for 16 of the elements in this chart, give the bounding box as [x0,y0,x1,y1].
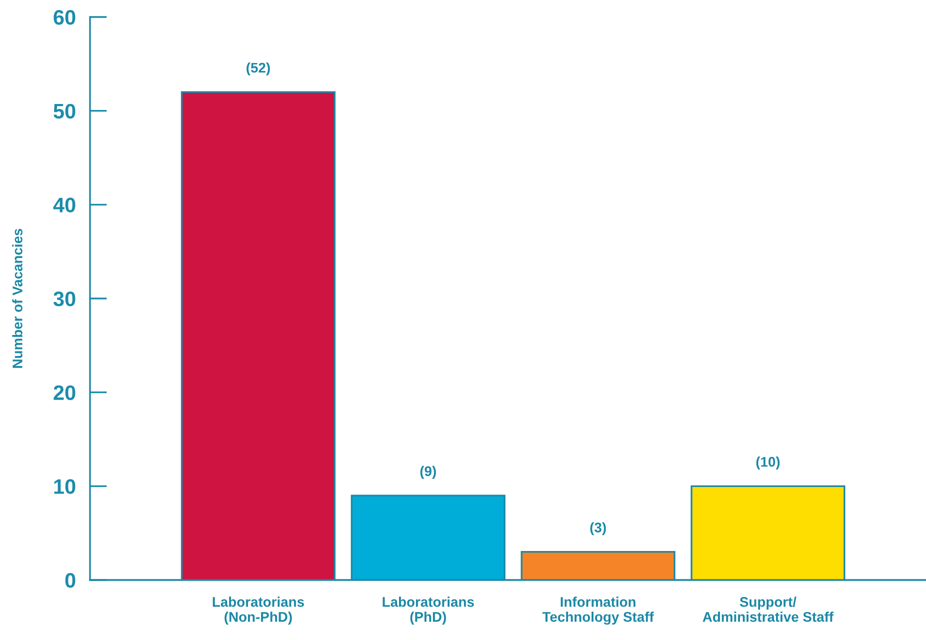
x-tick-label: Laboratorians (PhD) [382,596,474,625]
y-tick-label: 60 [54,10,76,25]
x-tick-label: Information Technology Staff [542,596,654,625]
y-tick-label: 10 [54,479,76,494]
y-tick-label: 50 [54,104,76,119]
data-label: (52) [246,62,270,76]
y-axis-title: Number of Vacancies [12,228,22,368]
x-tick-label: Support/ Administrative Staff [702,596,834,622]
y-tick-label: 30 [53,292,76,306]
y-tick-label: 0 [65,573,76,588]
x-tick-label: Laboratorians (Non-PhD) [212,596,304,625]
data-label: (9) [420,466,436,479]
data-label: (10) [756,456,780,470]
y-tick-label: 20 [54,385,76,400]
data-label: (3) [590,522,606,536]
y-tick-label: 40 [53,198,76,212]
